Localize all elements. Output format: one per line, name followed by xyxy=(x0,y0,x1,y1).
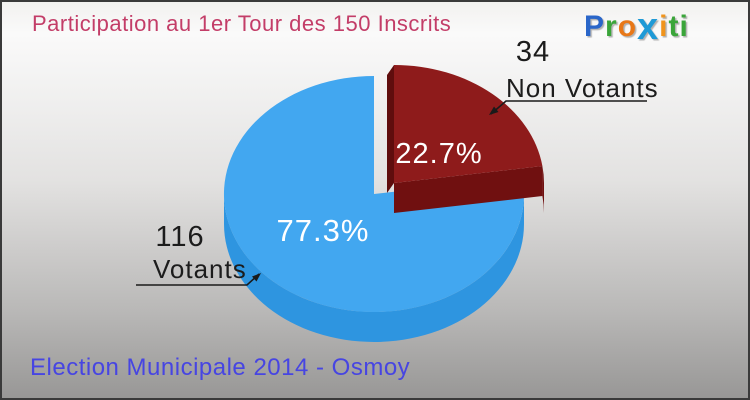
logo-letter: t xyxy=(668,10,680,43)
chart-title: Participation au 1er Tour des 150 Inscri… xyxy=(32,11,452,36)
non-votants-label: Non Votants xyxy=(506,73,659,103)
logo-letter: i xyxy=(659,10,669,43)
logo-letter: i xyxy=(679,10,689,43)
pie-slice-non-votants-cut-face xyxy=(394,166,543,213)
votants-arrowhead-icon xyxy=(252,273,261,282)
votants-percentage: 77.3% xyxy=(276,213,370,248)
votants-label: Votants xyxy=(153,254,247,284)
pie-slice-non-votants-left-face xyxy=(387,65,394,193)
votants-count: 116 xyxy=(155,221,205,253)
pie-slice-votants-side xyxy=(224,194,524,342)
non-votants-count: 34 xyxy=(515,36,551,68)
logo-letter: o xyxy=(617,10,638,43)
proxiti-logo[interactable]: Proxiti xyxy=(584,8,689,46)
non-votants-percentage: 22.7% xyxy=(395,138,483,170)
pie-slice-non-votants-rim xyxy=(542,166,544,213)
pie-slice-votants xyxy=(223,76,524,312)
election-caption: Election Municipale 2014 - Osmoy xyxy=(30,354,411,381)
logo-letter-x: x xyxy=(637,6,660,48)
logo-letter: r xyxy=(605,10,618,43)
non-votants-arrowhead-icon xyxy=(489,106,499,115)
logo-letter: P xyxy=(584,10,606,43)
pie-slice-non-votants xyxy=(394,65,543,183)
